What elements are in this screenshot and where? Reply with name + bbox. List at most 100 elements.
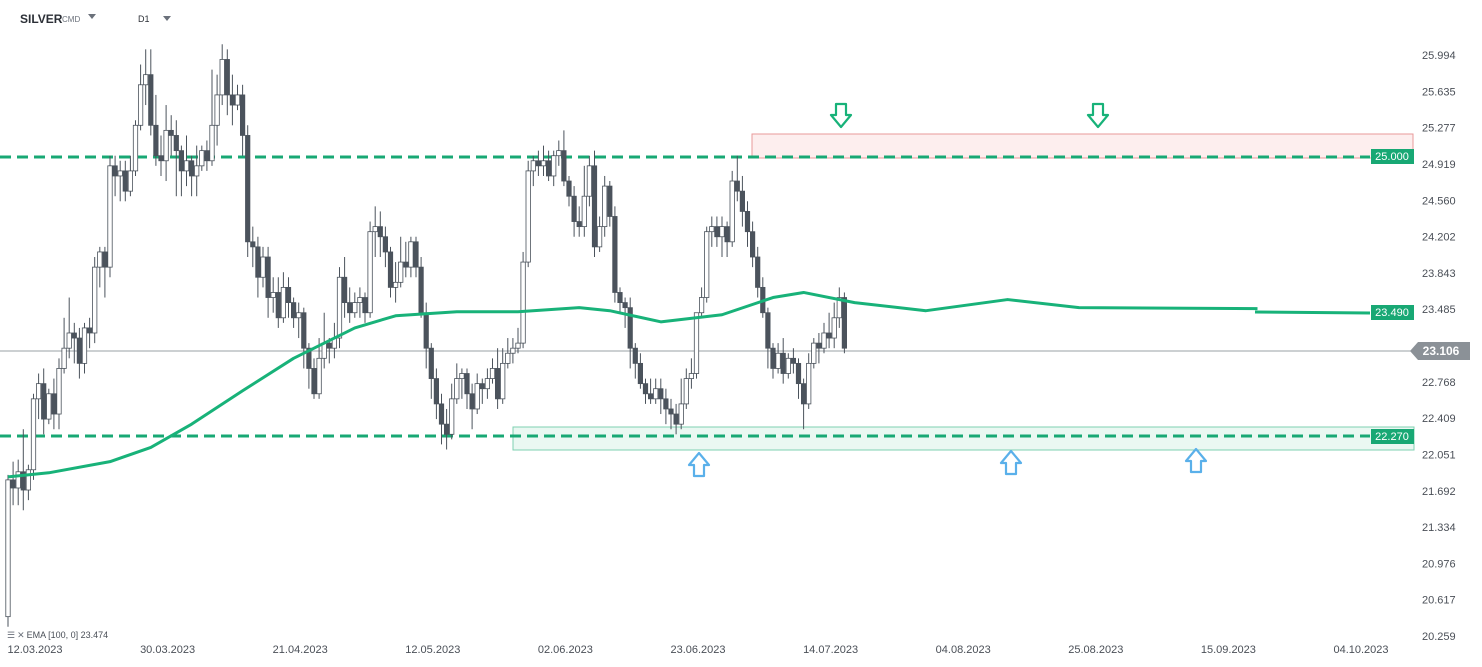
bearish-candle[interactable] [122, 170, 128, 192]
bearish-candle[interactable] [637, 362, 644, 385]
bearish-candle[interactable] [418, 266, 424, 314]
bullish-candle[interactable] [97, 251, 103, 268]
bullish-candle[interactable] [209, 124, 215, 162]
bearish-candle[interactable] [663, 398, 669, 410]
bullish-candle[interactable] [234, 94, 241, 106]
bearish-candle[interactable] [71, 332, 77, 339]
bullish-candle[interactable] [515, 342, 521, 349]
bearish-candle[interactable] [535, 160, 542, 167]
timeframe-dropdown-icon[interactable] [163, 16, 171, 21]
bullish-candle[interactable] [484, 378, 491, 390]
bearish-candle[interactable] [102, 251, 108, 268]
bullish-candle[interactable] [219, 59, 225, 96]
bullish-candle[interactable] [540, 160, 547, 167]
bullish-candle[interactable] [474, 383, 480, 410]
bearish-candle[interactable] [668, 408, 674, 415]
bullish-candle[interactable] [183, 160, 190, 172]
symbol-name[interactable]: SILVER [20, 12, 63, 26]
bullish-candle[interactable] [392, 281, 399, 288]
bullish-candle[interactable] [137, 84, 144, 126]
bearish-candle[interactable] [148, 74, 154, 126]
bearish-candle[interactable] [377, 226, 383, 238]
bullish-candle[interactable] [214, 94, 220, 126]
bearish-candle[interactable] [245, 135, 251, 243]
bullish-candle[interactable] [36, 383, 42, 400]
bullish-candle[interactable] [30, 398, 37, 471]
bullish-candle[interactable] [5, 479, 11, 618]
bearish-candle[interactable] [714, 226, 720, 238]
bullish-candle[interactable] [653, 388, 659, 400]
bearish-candle[interactable] [275, 292, 281, 319]
bearish-candle[interactable] [255, 246, 261, 278]
bearish-candle[interactable] [168, 129, 174, 136]
bearish-candle[interactable] [438, 403, 445, 425]
settings-icon[interactable]: ☰ [7, 630, 16, 640]
bullish-candle[interactable] [107, 165, 113, 268]
bullish-candle[interactable] [81, 327, 88, 364]
bullish-candle[interactable] [92, 266, 98, 334]
bullish-candle[interactable] [688, 373, 695, 379]
bullish-candle[interactable] [66, 332, 72, 349]
bearish-candle[interactable] [724, 226, 730, 243]
bearish-candle[interactable] [403, 261, 409, 268]
bullish-candle[interactable] [556, 150, 562, 157]
bearish-candle[interactable] [790, 357, 797, 364]
bearish-candle[interactable] [87, 327, 93, 334]
bullish-candle[interactable] [806, 362, 812, 405]
bullish-candle[interactable] [785, 357, 791, 374]
bearish-candle[interactable] [387, 251, 394, 288]
bullish-candle[interactable] [586, 165, 593, 197]
bearish-candle[interactable] [765, 312, 771, 349]
bearish-candle[interactable] [290, 302, 297, 319]
bearish-candle[interactable] [362, 297, 368, 314]
bearish-candle[interactable] [816, 342, 822, 349]
bullish-candle[interactable] [699, 297, 705, 314]
bullish-candle[interactable] [398, 261, 404, 283]
bearish-candle[interactable] [341, 276, 348, 303]
bearish-candle[interactable] [612, 216, 618, 293]
bullish-candle[interactable] [56, 368, 62, 415]
bearish-candle[interactable] [469, 393, 475, 410]
bearish-candle[interactable] [607, 185, 613, 217]
bullish-candle[interactable] [454, 378, 460, 400]
bullish-candle[interactable] [199, 150, 205, 167]
bearish-candle[interactable] [326, 342, 332, 349]
bearish-candle[interactable] [658, 388, 664, 400]
bearish-candle[interactable] [311, 368, 317, 395]
bearish-candle[interactable] [566, 180, 572, 197]
bearish-candle[interactable] [801, 383, 807, 405]
bullish-candle[interactable] [831, 317, 837, 339]
bullish-candle[interactable] [775, 352, 781, 369]
bearish-candle[interactable] [841, 297, 848, 349]
bearish-candle[interactable] [224, 59, 230, 96]
bearish-candle[interactable] [20, 471, 26, 491]
bearish-candle[interactable] [591, 165, 598, 248]
symbol-dropdown-icon[interactable] [88, 14, 96, 19]
bearish-candle[interactable] [479, 383, 485, 390]
bearish-candle[interactable] [239, 94, 246, 136]
bearish-candle[interactable] [173, 135, 179, 152]
bearish-candle[interactable] [632, 347, 638, 364]
bullish-candle[interactable] [836, 297, 842, 319]
bullish-candle[interactable] [357, 297, 363, 303]
bullish-candle[interactable] [704, 231, 710, 298]
bullish-candle[interactable] [489, 368, 496, 379]
bearish-candle[interactable] [734, 180, 740, 192]
bullish-candle[interactable] [510, 347, 516, 354]
bearish-candle[interactable] [648, 393, 654, 400]
bearish-candle[interactable] [673, 413, 679, 425]
bullish-candle[interactable] [117, 170, 123, 177]
bullish-candle[interactable] [602, 185, 608, 228]
bullish-candle[interactable] [372, 226, 378, 233]
bullish-candle[interactable] [127, 170, 133, 192]
bullish-candle[interactable] [316, 357, 322, 395]
bearish-candle[interactable] [617, 292, 623, 303]
bearish-candle[interactable] [755, 256, 761, 288]
bullish-candle[interactable] [505, 352, 511, 364]
bearish-candle[interactable] [561, 150, 567, 182]
bullish-candle[interactable] [352, 302, 358, 314]
bearish-candle[interactable] [826, 332, 832, 339]
bullish-candle[interactable] [693, 312, 700, 374]
bullish-candle[interactable] [719, 226, 725, 238]
bearish-candle[interactable] [265, 256, 271, 298]
